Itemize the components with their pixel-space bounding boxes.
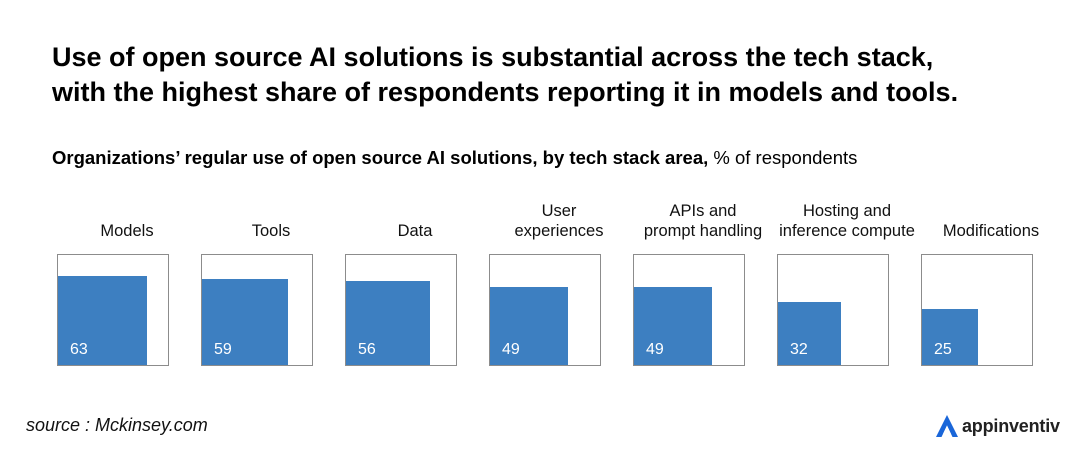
category-label: User experiences (469, 201, 649, 241)
category-label: APIs and prompt handling (613, 201, 793, 241)
chart-panel: User experiences 49 (489, 195, 629, 370)
brand-logo: appinventiv (934, 412, 1060, 440)
chart-subtitle: Organizations’ regular use of open sourc… (52, 147, 857, 169)
category-label-line: User (541, 202, 577, 220)
bar-frame: 25 (921, 254, 1033, 366)
chart-panel: Tools 59 (201, 195, 341, 370)
category-label-line: Modifications (942, 222, 1040, 240)
data-label: 49 (646, 341, 664, 358)
chart-panel: Data 56 (345, 195, 485, 370)
bar (490, 287, 568, 365)
bar (346, 281, 430, 365)
data-label: 59 (214, 341, 232, 358)
bar-frame: 49 (633, 254, 745, 366)
headline: Use of open source AI solutions is subst… (52, 40, 1052, 110)
category-label-line: Hosting and (802, 202, 892, 220)
bar-frame: 56 (345, 254, 457, 366)
category-label: Data (325, 221, 505, 241)
bar-frame: 59 (201, 254, 313, 366)
data-label: 63 (70, 341, 88, 358)
bar (634, 287, 712, 365)
headline-line-2: with the highest share of respondents re… (52, 77, 959, 107)
category-label: Models (37, 221, 217, 241)
subtitle-unit: % of respondents (713, 147, 858, 168)
bar-frame: 63 (57, 254, 169, 366)
category-label-line: inference compute (779, 222, 915, 240)
category-label: Hosting and inference compute (757, 201, 937, 241)
bar-frame: 49 (489, 254, 601, 366)
data-label: 56 (358, 341, 376, 358)
bar (922, 309, 978, 365)
category-label: Modifications (901, 221, 1080, 241)
appinventiv-logo-icon (936, 415, 958, 437)
subtitle-bold: Organizations’ regular use of open sourc… (52, 147, 709, 168)
data-label: 49 (502, 341, 520, 358)
category-label-line: APIs and (669, 202, 737, 220)
bar-frame: 32 (777, 254, 889, 366)
category-label-line: Models (100, 222, 154, 240)
category-label-line: Tools (251, 222, 291, 240)
headline-line-1: Use of open source AI solutions is subst… (52, 42, 934, 72)
data-label: 32 (790, 341, 808, 358)
category-label-line: experiences (514, 222, 604, 240)
chart-panel: Modifications 25 (921, 195, 1061, 370)
chart-panel: Hosting and inference compute 32 (777, 195, 917, 370)
bar (202, 279, 288, 365)
bar (778, 302, 841, 365)
brand-name: appinventiv (962, 415, 1060, 436)
data-label: 25 (934, 341, 952, 358)
chart-panel: Models 63 (57, 195, 197, 370)
bar (58, 276, 147, 365)
category-label-line: Data (397, 222, 433, 240)
category-label-line: prompt handling (643, 222, 763, 240)
chart-panel: APIs and prompt handling 49 (633, 195, 773, 370)
category-label: Tools (181, 221, 361, 241)
source-note: source : Mckinsey.com (26, 415, 208, 435)
